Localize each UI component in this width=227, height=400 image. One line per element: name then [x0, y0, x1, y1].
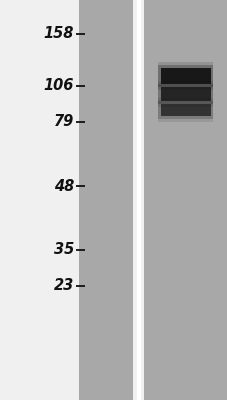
Bar — [143, 0, 227, 400]
Text: 79: 79 — [54, 114, 74, 130]
Bar — [158, 101, 212, 119]
Text: 35: 35 — [54, 242, 74, 258]
Bar — [158, 98, 212, 122]
Bar — [160, 87, 210, 100]
Text: 158: 158 — [44, 26, 74, 42]
Bar — [158, 81, 212, 107]
Bar — [158, 62, 212, 90]
Bar — [158, 84, 212, 104]
Text: 48: 48 — [54, 178, 74, 194]
Text: 23: 23 — [54, 278, 74, 294]
Bar — [78, 0, 133, 400]
Text: 106: 106 — [44, 78, 74, 94]
Bar — [160, 104, 210, 116]
Bar — [160, 68, 210, 84]
Bar — [158, 65, 212, 87]
